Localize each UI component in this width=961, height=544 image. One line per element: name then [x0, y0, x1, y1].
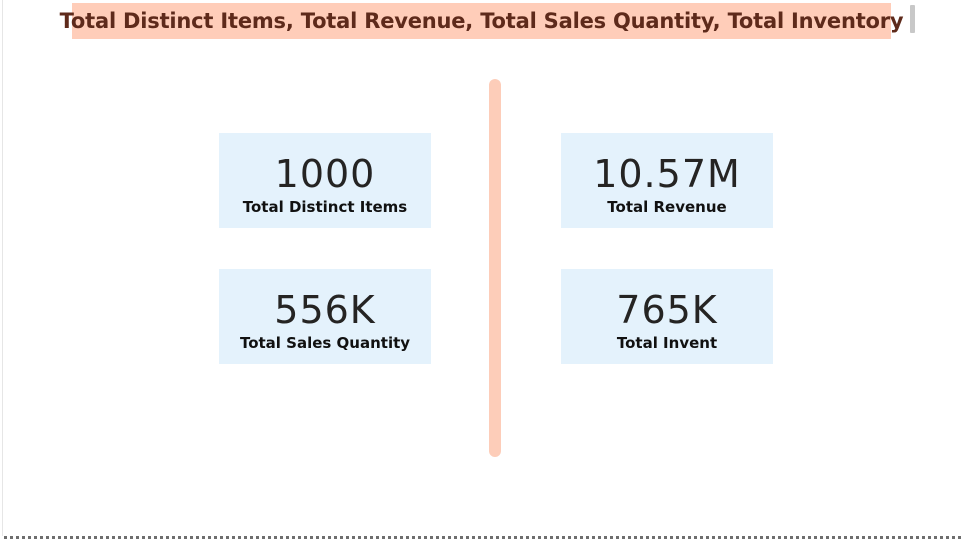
kpi-card-total-sales-quantity[interactable]: 556K Total Sales Quantity: [219, 269, 431, 364]
kpi-label: Total Distinct Items: [242, 198, 408, 216]
kpi-card-total-distinct-items[interactable]: 1000 Total Distinct Items: [219, 133, 431, 228]
kpi-value: 556K: [274, 288, 376, 332]
title-banner: Total Distinct Items, Total Revenue, Tot…: [60, 3, 904, 39]
kpi-card-total-revenue[interactable]: 10.57M Total Revenue: [561, 133, 773, 228]
kpi-card-total-inventory[interactable]: 765K Total Invent: [561, 269, 773, 364]
kpi-value: 765K: [616, 288, 718, 332]
page-title: Total Distinct Items, Total Revenue, Tot…: [59, 9, 904, 33]
page-bottom-border: [4, 536, 961, 539]
scrollbar-thumb[interactable]: [910, 5, 915, 33]
kpi-value: 1000: [274, 152, 376, 196]
kpi-label: Total Sales Quantity: [239, 334, 411, 352]
canvas-left-border: [2, 0, 3, 536]
vertical-divider: [489, 79, 501, 457]
kpi-value: 10.57M: [593, 152, 741, 196]
kpi-label: Total Invent: [616, 334, 718, 352]
kpi-label: Total Revenue: [607, 198, 727, 216]
